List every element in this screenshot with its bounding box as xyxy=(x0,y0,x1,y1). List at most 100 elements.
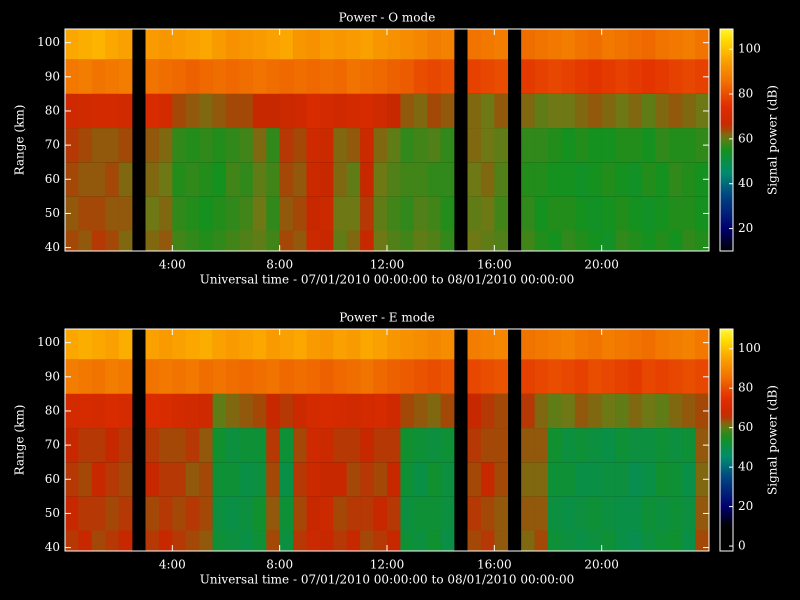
heatmap-cell xyxy=(628,230,643,251)
heatmap-cell xyxy=(319,359,334,394)
heatmap-cell xyxy=(668,359,683,394)
heatmap-cell xyxy=(588,496,602,531)
heatmap-cell xyxy=(145,93,160,129)
heatmap-cell xyxy=(239,393,254,429)
x-tick-label: 12:00 xyxy=(370,558,405,572)
heatmap-cell xyxy=(346,162,361,197)
heatmap-cell xyxy=(682,162,696,197)
heatmap-cell xyxy=(440,530,455,551)
heatmap-cell xyxy=(319,59,334,94)
heatmap-cell xyxy=(494,196,509,231)
heatmap-cell xyxy=(91,462,106,497)
heatmap-cell xyxy=(534,29,549,60)
heatmap-cell xyxy=(467,93,482,129)
heatmap-cell xyxy=(467,329,482,360)
heatmap-cell xyxy=(185,329,200,360)
heatmap-cell xyxy=(387,59,401,94)
heatmap-cell xyxy=(574,128,589,163)
heatmap-cell xyxy=(641,530,656,551)
colorbar-tick-label: 20 xyxy=(738,221,753,235)
heatmap-cell xyxy=(574,530,589,551)
heatmap-cell xyxy=(494,428,509,463)
y-tick-label: 70 xyxy=(45,138,60,152)
heatmap-cell xyxy=(387,128,401,163)
heatmap-cell xyxy=(78,230,93,251)
heatmap-cell xyxy=(615,196,629,231)
heatmap-cell xyxy=(65,329,79,360)
heatmap-cell xyxy=(494,93,509,129)
heatmap-cell xyxy=(400,428,415,463)
heatmap-cell xyxy=(588,29,602,60)
heatmap-cell xyxy=(266,230,280,251)
heatmap-cell xyxy=(480,393,495,429)
heatmap xyxy=(65,29,709,251)
heatmap-cell xyxy=(548,59,562,94)
heatmap-cell xyxy=(548,530,562,551)
heatmap-cell xyxy=(695,428,709,463)
heatmap-cell xyxy=(78,530,93,551)
heatmap-cell xyxy=(400,230,415,251)
heatmap-cell xyxy=(628,162,643,197)
heatmap-cell xyxy=(91,428,106,463)
heatmap-cell xyxy=(682,128,696,163)
heatmap-cell xyxy=(293,230,307,251)
heatmap-cell xyxy=(440,462,455,497)
heatmap-cell xyxy=(333,230,348,251)
heatmap-cell xyxy=(427,230,441,251)
x-tick-label: 16:00 xyxy=(477,258,512,272)
heatmap-cell xyxy=(252,196,267,231)
heatmap-cell xyxy=(561,329,576,360)
x-axis-label: Universal time - 07/01/2010 00:00:00 to … xyxy=(200,273,575,287)
heatmap-cell xyxy=(387,162,401,197)
heatmap-cell xyxy=(588,428,602,463)
heatmap-cell xyxy=(427,359,441,394)
heatmap-cell xyxy=(601,329,616,360)
heatmap-cell xyxy=(212,496,227,531)
colorbar-tick-label: 20 xyxy=(738,499,753,513)
heatmap-cell xyxy=(480,162,495,197)
heatmap-cell xyxy=(226,162,240,197)
heatmap-cell xyxy=(615,230,629,251)
heatmap-cell xyxy=(400,59,415,94)
heatmap-cell xyxy=(467,230,482,251)
heatmap-cell xyxy=(521,496,535,531)
heatmap-cell xyxy=(548,230,562,251)
heatmap-cell xyxy=(668,128,683,163)
heatmap-cell xyxy=(682,329,696,360)
heatmap-cell xyxy=(105,29,119,60)
heatmap-cell xyxy=(561,393,576,429)
heatmap-cell xyxy=(480,59,495,94)
heatmap-cell xyxy=(212,128,227,163)
colorbar-tick-label: 80 xyxy=(738,87,753,101)
heatmap-cell xyxy=(440,196,455,231)
heatmap-cell xyxy=(413,59,428,94)
heatmap-cell xyxy=(668,29,683,60)
heatmap-cell xyxy=(65,496,79,531)
heatmap-cell xyxy=(360,359,374,394)
heatmap-cell xyxy=(480,359,495,394)
heatmap-cell xyxy=(333,329,348,360)
heatmap-cell xyxy=(105,230,119,251)
heatmap-cell xyxy=(615,496,629,531)
heatmap-cell xyxy=(293,29,307,60)
heatmap-cell xyxy=(574,93,589,129)
heatmap-cell xyxy=(346,93,361,129)
heatmap-cell xyxy=(306,428,321,463)
y-tick-label: 50 xyxy=(45,506,60,520)
y-axis-label: Range (km) xyxy=(13,405,27,476)
heatmap-cell xyxy=(387,462,401,497)
heatmap-cell xyxy=(239,59,254,94)
heatmap-cell xyxy=(682,59,696,94)
heatmap-cell xyxy=(346,59,361,94)
heatmap-cell xyxy=(373,230,388,251)
heatmap-cell xyxy=(360,462,374,497)
heatmap-cell xyxy=(252,428,267,463)
heatmap-cell xyxy=(561,496,576,531)
heatmap-cell xyxy=(158,393,173,429)
heatmap-cell xyxy=(641,393,656,429)
heatmap-cell xyxy=(199,29,213,60)
heatmap-cell xyxy=(78,196,93,231)
heatmap-cell xyxy=(440,359,455,394)
heatmap-cell xyxy=(682,496,696,531)
heatmap-cell xyxy=(346,230,361,251)
